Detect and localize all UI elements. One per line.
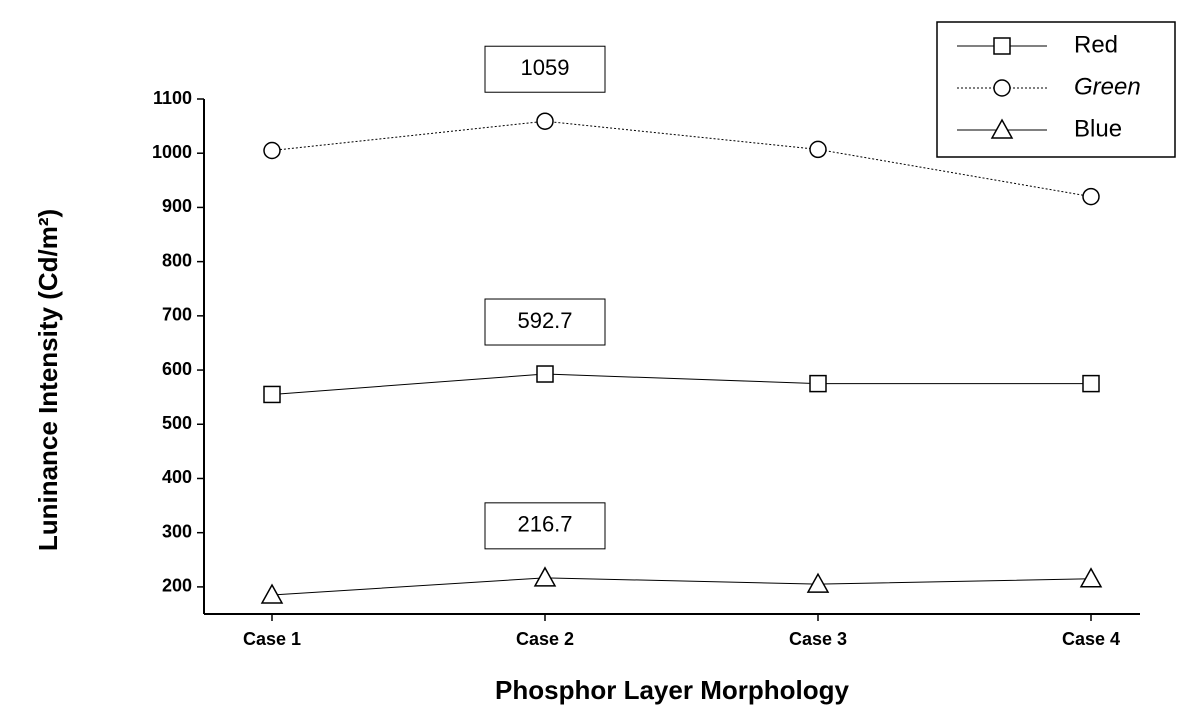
y-tick-label: 400	[162, 467, 192, 487]
data-label: 1059	[521, 55, 570, 80]
data-point	[533, 566, 557, 587]
data-point	[1079, 567, 1103, 588]
x-tick-label: Case 2	[516, 629, 574, 649]
y-tick-label: 1000	[152, 142, 192, 162]
y-axis-label: Luninance Intensity (Cd/m²)	[33, 209, 63, 551]
series-line	[271, 373, 1091, 395]
data-point	[536, 365, 554, 383]
y-tick-label: 500	[162, 413, 192, 433]
y-tick-label: 600	[162, 359, 192, 379]
x-tick-label: Case 3	[789, 629, 847, 649]
legend-marker	[993, 37, 1011, 55]
data-point	[263, 141, 281, 160]
series-line	[271, 577, 1092, 596]
annotation-box	[484, 298, 606, 346]
legend-label: Green	[1074, 73, 1141, 100]
annotation-box	[484, 45, 606, 93]
data-point	[809, 140, 827, 159]
data-point	[806, 572, 830, 593]
x-axis-label: Phosphor Layer Morphology	[495, 675, 849, 705]
data-point	[1082, 374, 1100, 393]
legend-label: Blue	[1074, 115, 1122, 142]
data-label: 216.7	[517, 512, 572, 537]
legend-marker	[993, 79, 1011, 97]
data-point	[536, 112, 554, 130]
x-tick-label: Case 1	[243, 629, 301, 649]
y-tick-label: 800	[162, 250, 192, 270]
legend-label: Red	[1074, 31, 1118, 58]
series-line	[271, 120, 1092, 198]
y-tick-label: 700	[162, 305, 192, 325]
legend-box	[936, 21, 1176, 158]
y-tick-label: 200	[162, 576, 192, 596]
annotation-box	[484, 502, 606, 550]
data-point	[809, 374, 827, 393]
y-tick-label: 1100	[153, 88, 192, 108]
data-point	[263, 385, 281, 404]
data-point	[260, 583, 284, 604]
y-tick-label: 300	[162, 521, 192, 541]
data-point	[1082, 187, 1100, 206]
data-label: 592.7	[517, 308, 572, 333]
y-tick-label: 900	[162, 196, 192, 216]
legend-marker	[990, 118, 1014, 139]
x-tick-label: Case 4	[1062, 629, 1120, 649]
